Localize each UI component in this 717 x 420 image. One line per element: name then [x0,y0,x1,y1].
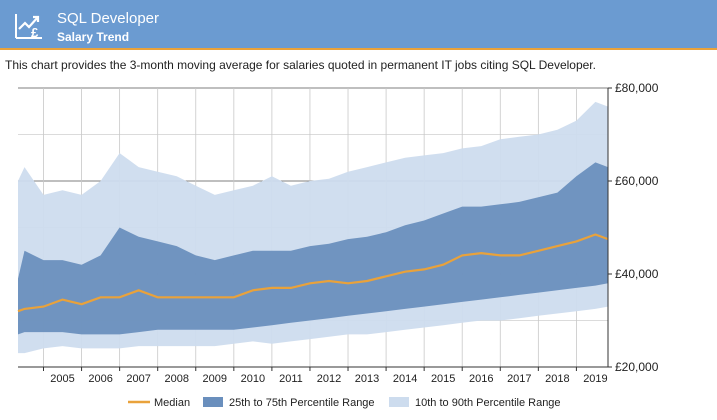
legend-10-90-label: 10th to 90th Percentile Range [415,397,561,409]
x-tick-label: 2008 [164,373,188,385]
svg-text:£: £ [31,25,39,40]
x-tick-label: 2009 [203,373,227,385]
x-tick-label: 2010 [241,373,265,385]
plot-area [17,101,609,354]
chart-description: This chart provides the 3-month moving a… [5,58,596,72]
y-tick-label: £60,000 [615,174,659,188]
series-median-line [17,233,609,313]
x-tick-label: 2015 [431,373,455,385]
legend-25-75-swatch [203,397,223,407]
x-tick-label: 2007 [126,373,150,385]
y-tick-label: £40,000 [615,267,659,281]
salary-trend-chart: £20,000 £40,000 £60,000 £80,000 2005 2006 2007… [17,81,659,409]
axes: £20,000 £40,000 £60,000 £80,000 2005 2006 2007… [18,81,659,385]
series-25-75-band [18,162,608,335]
x-tick-label: 2011 [279,373,303,385]
y-tick-label: £20,000 [615,360,659,374]
x-tick-label: 2019 [583,373,607,385]
page-header: £ SQL Developer Salary Trend [0,0,717,50]
page-subtitle: Salary Trend [57,30,130,44]
x-tick-label: 2012 [317,373,341,385]
x-tick-label: 2018 [545,373,569,385]
legend: Median 25th to 75th Percentile Range 10th … [128,397,561,409]
x-tick-label: 2016 [469,373,493,385]
x-tick-label: 2006 [88,373,112,385]
x-tick-label: 2005 [50,373,74,385]
x-tick-label: 2013 [355,373,379,385]
chart-pound-icon: £ [15,14,42,40]
legend-10-90-swatch [389,397,409,407]
x-tick-label: 2014 [393,373,417,385]
legend-median-label: Median [154,397,190,409]
x-tick-label: 2017 [507,373,531,385]
legend-25-75-label: 25th to 75th Percentile Range [229,397,375,409]
y-tick-label: £80,000 [615,81,659,95]
page-title: SQL Developer [57,10,159,27]
